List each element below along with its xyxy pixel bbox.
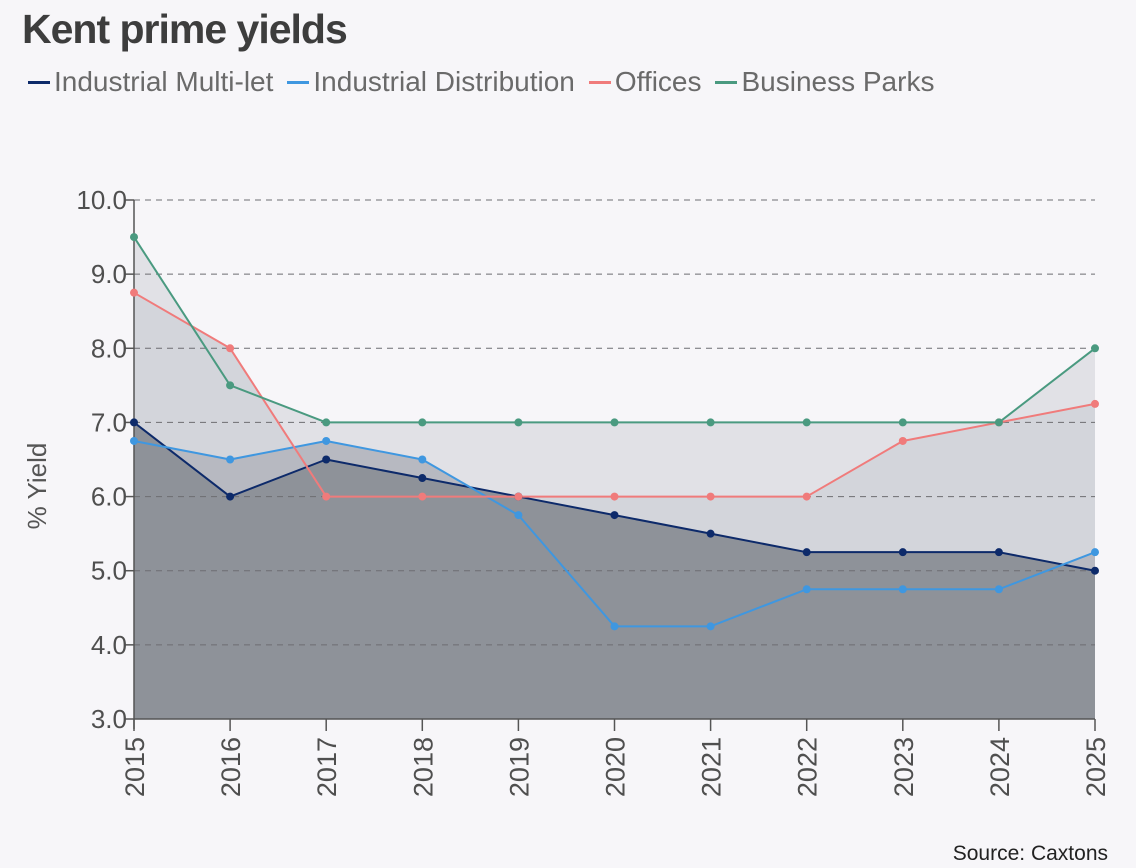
xtick-label-2022: 2022	[793, 737, 823, 797]
point-industrial-multi-let-2023	[898, 548, 907, 557]
chart-title: Kent prime yields	[22, 6, 348, 52]
legend-swatch-industrial-multi-let	[28, 80, 50, 84]
y-axis-title: % Yield	[22, 443, 52, 530]
point-industrial-multi-let-2015	[130, 418, 138, 427]
xtick-label-2015: 2015	[120, 737, 150, 797]
point-industrial-distribution-2017	[322, 436, 331, 445]
point-offices-2020	[610, 492, 619, 501]
point-offices-2023	[898, 436, 907, 445]
ytick-label-3-0: 3.0	[91, 704, 127, 734]
point-industrial-distribution-2024	[994, 585, 1003, 594]
point-industrial-multi-let-2016	[226, 492, 235, 501]
point-industrial-distribution-2016	[226, 455, 235, 464]
point-industrial-distribution-2019	[514, 511, 523, 520]
ytick-label-6-0: 6.0	[91, 482, 127, 512]
point-industrial-multi-let-2017	[322, 455, 331, 464]
point-business-parks-2021	[706, 418, 715, 427]
point-business-parks-2022	[802, 418, 811, 427]
line-business-parks	[133, 236, 1096, 424]
point-offices-2015	[130, 288, 138, 297]
legend-swatch-business-parks	[715, 80, 738, 84]
ytick-label-7-0: 7.0	[91, 407, 127, 437]
point-industrial-multi-let-2022	[802, 548, 811, 557]
point-offices-2018	[418, 492, 427, 501]
point-industrial-distribution-2015	[130, 436, 138, 445]
point-business-parks-2025	[1091, 344, 1099, 353]
legend-item-offices: Offices	[588, 66, 702, 98]
point-industrial-multi-let-2024	[994, 548, 1003, 557]
point-industrial-multi-let-2020	[610, 511, 619, 520]
xtick-label-2025: 2025	[1081, 737, 1111, 797]
point-industrial-distribution-2025	[1091, 548, 1099, 557]
source-note: Source: Caxtons	[952, 842, 1108, 865]
xtick-label-2016: 2016	[216, 737, 246, 797]
tick-labels: 3.0 4.0 5.0 6.0 7.0 8.0 9.0 10.0 2015 2016 2017 201…	[22, 185, 1111, 797]
xtick-label-2019: 2019	[504, 737, 534, 797]
point-business-parks-2018	[418, 418, 427, 427]
point-industrial-distribution-2020	[610, 622, 619, 631]
xtick-label-2018: 2018	[408, 737, 438, 797]
legend-label-business-parks: Business Parks	[741, 66, 935, 97]
point-offices-2022	[802, 492, 811, 501]
legend-label-industrial-multi-let: Industrial Multi-let	[54, 66, 274, 97]
ytick-label-10-0: 10.0	[76, 185, 127, 215]
point-industrial-distribution-2022	[802, 585, 811, 594]
ytick-label-4-0: 4.0	[91, 630, 127, 660]
point-business-parks-2016	[226, 381, 235, 390]
legend-item-business-parks: Business Parks	[715, 66, 934, 98]
point-offices-2017	[322, 492, 331, 501]
xtick-label-2023: 2023	[889, 737, 919, 797]
point-industrial-multi-let-2021	[706, 529, 715, 538]
point-business-parks-2024	[994, 418, 1003, 427]
point-industrial-multi-let-2025	[1091, 566, 1099, 575]
point-industrial-distribution-2023	[898, 585, 907, 594]
xtick-label-2017: 2017	[312, 737, 342, 797]
ytick-label-9-0: 9.0	[91, 259, 127, 289]
point-industrial-distribution-2021	[706, 622, 715, 631]
legend-swatch-offices	[588, 80, 611, 84]
legend-label-industrial-distribution: Industrial Distribution	[313, 66, 575, 97]
legend-item-industrial-distribution: Industrial Distribution	[287, 66, 575, 98]
ytick-label-5-0: 5.0	[91, 556, 127, 586]
point-industrial-distribution-2018	[418, 455, 427, 464]
axes	[124, 199, 1096, 731]
legend-swatch-industrial-distribution	[287, 80, 310, 84]
series-points	[130, 233, 1099, 631]
point-business-parks-2015	[130, 233, 138, 242]
ytick-label-8-0: 8.0	[91, 333, 127, 363]
point-business-parks-2023	[898, 418, 907, 427]
xtick-label-2024: 2024	[985, 737, 1015, 797]
point-offices-2016	[226, 344, 235, 353]
legend-item-industrial-multi-let: Industrial Multi-let	[28, 66, 273, 98]
point-business-parks-2017	[322, 418, 331, 427]
point-business-parks-2020	[610, 418, 619, 427]
xtick-label-2021: 2021	[697, 737, 727, 797]
point-business-parks-2019	[514, 418, 523, 427]
point-offices-2025	[1091, 399, 1099, 408]
point-offices-2019	[514, 492, 523, 501]
point-industrial-multi-let-2018	[418, 474, 427, 483]
point-offices-2021	[706, 492, 715, 501]
legend: Industrial Multi-let Industrial Distribu…	[28, 66, 948, 98]
xtick-label-2020: 2020	[601, 737, 631, 797]
legend-label-offices: Offices	[614, 66, 702, 97]
